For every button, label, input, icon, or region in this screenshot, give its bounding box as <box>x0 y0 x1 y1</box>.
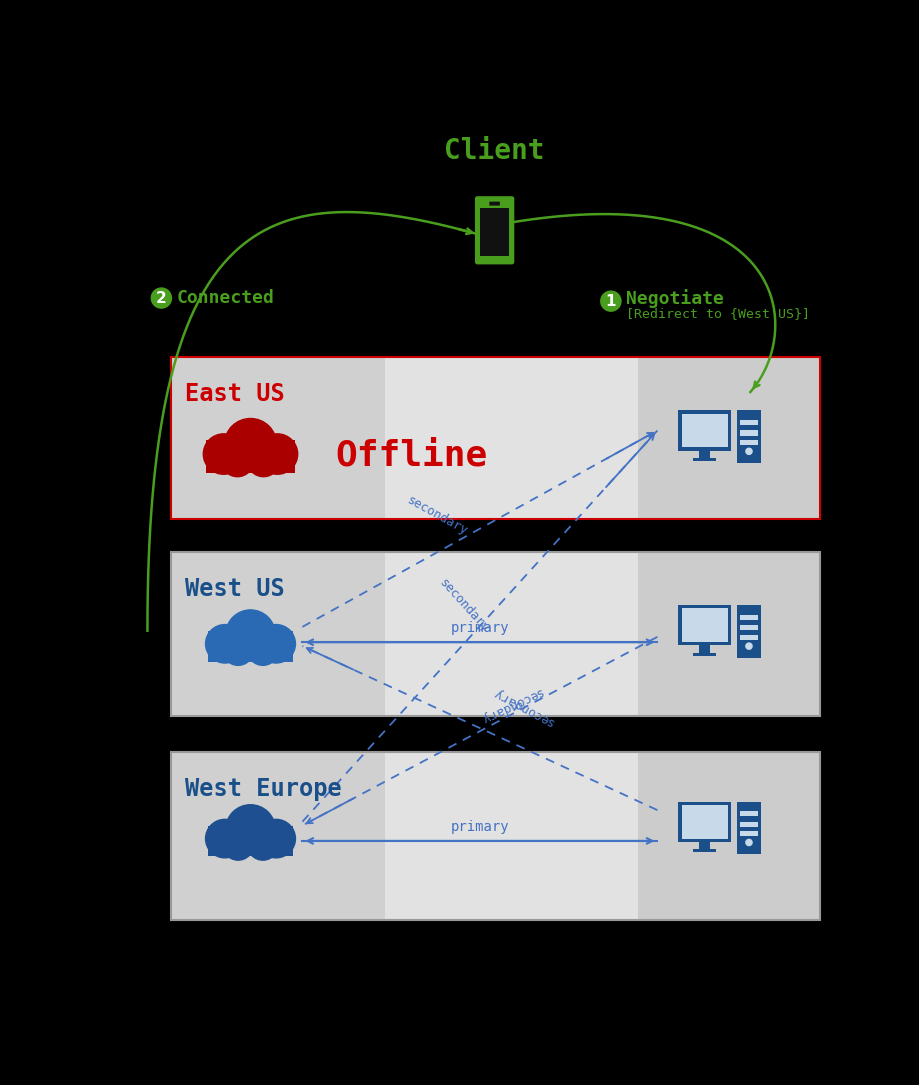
Text: West US: West US <box>185 577 284 601</box>
FancyBboxPatch shape <box>639 357 820 519</box>
FancyBboxPatch shape <box>639 752 820 920</box>
Circle shape <box>746 643 752 649</box>
Text: [Redirect to {West US}]: [Redirect to {West US}] <box>627 307 811 320</box>
FancyBboxPatch shape <box>737 410 761 463</box>
Circle shape <box>221 445 254 476</box>
FancyBboxPatch shape <box>740 831 758 837</box>
FancyBboxPatch shape <box>678 410 732 450</box>
Text: Negotiate: Negotiate <box>627 290 724 308</box>
FancyBboxPatch shape <box>171 752 385 920</box>
FancyBboxPatch shape <box>740 431 758 435</box>
FancyBboxPatch shape <box>693 653 717 656</box>
Circle shape <box>256 625 295 663</box>
Text: East US: East US <box>185 382 284 406</box>
FancyBboxPatch shape <box>385 552 639 716</box>
Circle shape <box>206 625 244 663</box>
FancyBboxPatch shape <box>385 752 639 920</box>
FancyBboxPatch shape <box>693 850 717 853</box>
FancyBboxPatch shape <box>476 197 514 264</box>
Text: primary: primary <box>450 622 509 635</box>
FancyBboxPatch shape <box>209 448 293 473</box>
Circle shape <box>746 840 752 845</box>
FancyBboxPatch shape <box>171 357 385 519</box>
FancyBboxPatch shape <box>210 833 290 856</box>
Circle shape <box>601 291 621 311</box>
Circle shape <box>222 829 254 860</box>
FancyBboxPatch shape <box>699 842 710 850</box>
Text: secondary: secondary <box>404 494 470 538</box>
FancyBboxPatch shape <box>699 646 710 653</box>
FancyBboxPatch shape <box>208 630 293 662</box>
FancyBboxPatch shape <box>208 826 293 856</box>
FancyBboxPatch shape <box>740 821 758 827</box>
FancyBboxPatch shape <box>699 450 710 458</box>
Text: secondary: secondary <box>478 685 544 725</box>
FancyBboxPatch shape <box>740 812 758 816</box>
Circle shape <box>226 610 276 660</box>
Circle shape <box>247 635 278 665</box>
FancyBboxPatch shape <box>206 441 295 473</box>
Text: secondary: secondary <box>437 576 492 635</box>
FancyBboxPatch shape <box>682 609 728 642</box>
FancyBboxPatch shape <box>385 357 639 519</box>
Circle shape <box>224 419 277 470</box>
FancyBboxPatch shape <box>740 420 758 425</box>
FancyBboxPatch shape <box>210 638 290 662</box>
Text: West Europe: West Europe <box>185 777 341 801</box>
FancyBboxPatch shape <box>693 458 717 461</box>
Text: Client: Client <box>445 138 545 165</box>
Circle shape <box>247 829 278 860</box>
Circle shape <box>152 288 172 308</box>
FancyBboxPatch shape <box>740 635 758 640</box>
FancyBboxPatch shape <box>678 605 732 646</box>
Text: secondary: secondary <box>490 685 555 728</box>
FancyBboxPatch shape <box>737 802 761 854</box>
FancyBboxPatch shape <box>740 625 758 630</box>
Circle shape <box>247 445 279 476</box>
FancyBboxPatch shape <box>737 605 761 658</box>
Circle shape <box>222 635 254 665</box>
FancyBboxPatch shape <box>489 202 500 206</box>
Circle shape <box>257 434 298 474</box>
FancyBboxPatch shape <box>682 805 728 839</box>
FancyBboxPatch shape <box>639 552 820 716</box>
Circle shape <box>226 805 276 854</box>
Text: primary: primary <box>450 820 509 834</box>
Text: Offline: Offline <box>335 439 488 473</box>
FancyBboxPatch shape <box>171 552 385 716</box>
FancyBboxPatch shape <box>740 615 758 620</box>
FancyBboxPatch shape <box>682 413 728 447</box>
Text: 2: 2 <box>156 291 166 306</box>
Circle shape <box>256 819 295 858</box>
Text: Connected: Connected <box>176 289 275 307</box>
Circle shape <box>206 819 244 858</box>
FancyBboxPatch shape <box>678 802 732 842</box>
Circle shape <box>203 434 244 474</box>
Text: 1: 1 <box>606 294 616 308</box>
Circle shape <box>746 448 752 455</box>
FancyBboxPatch shape <box>740 439 758 445</box>
FancyBboxPatch shape <box>481 207 509 256</box>
